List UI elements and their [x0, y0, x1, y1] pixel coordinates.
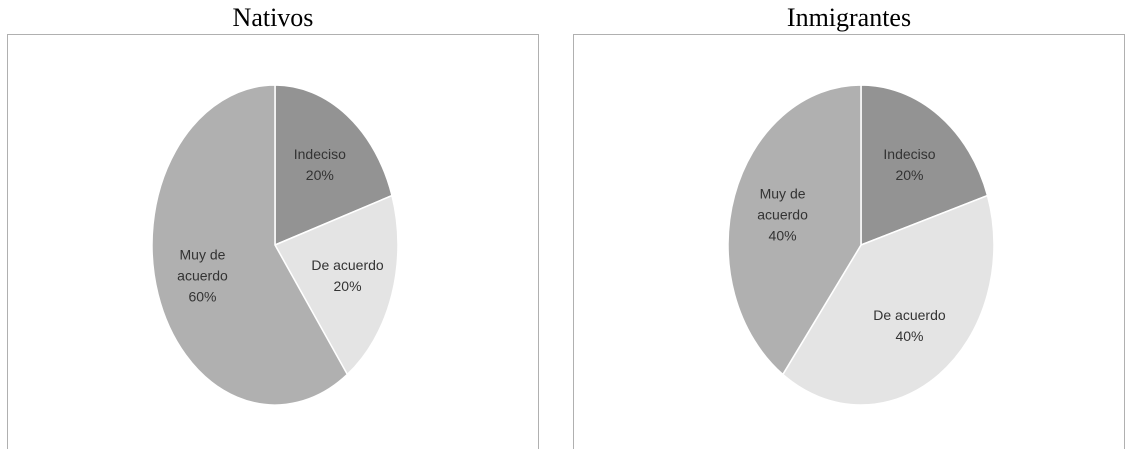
pie-label-nativos-indeciso: Indeciso 20% [294, 146, 346, 183]
pie-slice-inmigrantes-indeciso [860, 84, 989, 247]
chart-title-nativos: Nativos [232, 3, 314, 32]
pie-label-line: De acuerdo [311, 257, 384, 273]
pie-label-line: Muy de [180, 247, 226, 263]
pie-label-line: acuerdo [757, 206, 808, 222]
pie-label-line: Indeciso [294, 146, 346, 162]
pie-label-nativos-de-acuerdo: De acuerdo 20% [311, 257, 384, 294]
pie-label-line: 60% [188, 289, 216, 305]
pie-label-line: Indeciso [883, 146, 935, 162]
pie-label-line: 20% [334, 278, 362, 294]
pie-label-line: 20% [306, 167, 334, 183]
pie-chart-inmigrantes: Indeciso 20% De acuerdo 40% Muy de acuerdo 40% [727, 84, 995, 406]
pie-label-nativos-muy-de-acuerdo: Muy de acuerdo 60% [177, 247, 228, 305]
pie-label-line: 40% [769, 227, 797, 243]
pie-label-line: acuerdo [177, 268, 228, 284]
chart-panel-inmigrantes: Indeciso 20% De acuerdo 40% Muy de acuerdo 40% [573, 34, 1125, 449]
pie-label-inmigrantes-de-acuerdo: De acuerdo 40% [873, 307, 946, 344]
pie-label-line: De acuerdo [873, 307, 946, 323]
pie-label-line: 40% [895, 328, 923, 344]
pie-slice-nativos-muy-de-acuerdo [151, 84, 349, 406]
pie-slice-inmigrantes-de-acuerdo [781, 194, 995, 406]
pie-slice-nativos-indeciso [274, 84, 393, 247]
pie-label-inmigrantes-indeciso: Indeciso 20% [883, 146, 935, 183]
pie-label-inmigrantes-muy-de-acuerdo: Muy de acuerdo 40% [757, 185, 808, 243]
chart-title-inmigrantes: Inmigrantes [786, 3, 912, 32]
pie-label-line: Muy de [760, 185, 806, 201]
pie-slice-nativos-de-acuerdo [273, 194, 399, 376]
chart-panel-nativos: Indeciso 20% De acuerdo 20% Muy de acuerdo 60% [7, 34, 539, 449]
pie-slice-inmigrantes-muy-de-acuerdo [727, 84, 862, 376]
pie-label-line: 20% [895, 167, 923, 183]
pie-chart-nativos: Indeciso 20% De acuerdo 20% Muy de acuerdo 60% [151, 84, 399, 406]
